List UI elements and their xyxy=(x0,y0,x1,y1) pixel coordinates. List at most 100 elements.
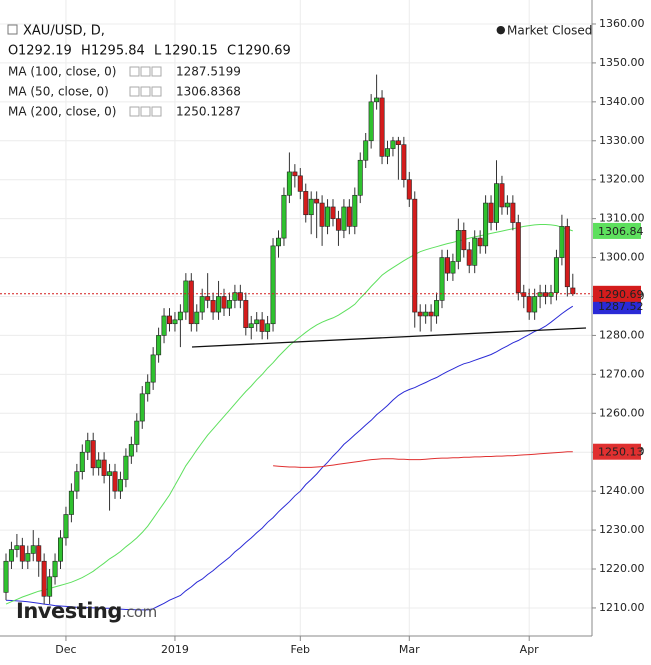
candle-body xyxy=(548,292,554,297)
candle-body xyxy=(357,159,363,196)
candle-body xyxy=(57,537,63,562)
y-tick-label: 1240.00 xyxy=(599,484,645,497)
candle-body xyxy=(417,311,423,317)
candle-body xyxy=(439,257,445,301)
candle-body xyxy=(335,218,341,231)
legend-icon[interactable] xyxy=(140,106,151,117)
price-badge xyxy=(593,443,641,460)
trend-line xyxy=(191,327,587,348)
candle-body xyxy=(150,354,156,383)
candle-body xyxy=(472,237,478,266)
collapse-box xyxy=(7,24,18,35)
candle-body xyxy=(466,249,472,266)
candle-body xyxy=(488,202,494,223)
chart-title: XAU/USD, D, xyxy=(23,24,105,39)
candle-body xyxy=(564,226,570,288)
y-axis: 1210.001220.001230.001240.001250.001260.… xyxy=(592,17,645,614)
candle-body xyxy=(515,222,521,293)
candle-body xyxy=(47,576,53,597)
candle-body xyxy=(477,237,483,247)
candle-body xyxy=(216,296,222,313)
candle-body xyxy=(341,206,347,231)
candle-body xyxy=(14,545,20,550)
price-badge xyxy=(593,285,641,302)
candle-body xyxy=(183,280,189,313)
status-dot: ● xyxy=(496,23,506,36)
candle-body xyxy=(221,296,227,309)
logo-name: Investing xyxy=(16,599,122,623)
candle-body xyxy=(52,560,58,578)
candle-body xyxy=(363,140,369,161)
legend-value: 1287.5199 xyxy=(176,65,241,79)
legend-value: 1250.1287 xyxy=(176,105,241,119)
candle-body xyxy=(314,198,320,204)
price-badge xyxy=(593,298,641,315)
candle-body xyxy=(30,545,36,554)
candle-body xyxy=(434,300,440,317)
candle-body xyxy=(134,420,140,445)
candle-body xyxy=(493,183,499,223)
legend-icon[interactable] xyxy=(151,86,162,97)
y-tick-label: 1210.00 xyxy=(599,601,645,614)
candle-body xyxy=(226,300,232,309)
candle-body xyxy=(123,455,129,480)
x-tick-label: 2019 xyxy=(161,643,189,656)
y-tick-label: 1260.00 xyxy=(599,406,645,419)
candle-body xyxy=(504,202,510,208)
x-tick-label: Mar xyxy=(399,643,420,656)
y-tick-label: 1310.00 xyxy=(599,212,645,225)
candle-body xyxy=(428,311,434,317)
candle-body xyxy=(303,191,309,216)
legend-icon[interactable] xyxy=(140,66,151,77)
candle-body xyxy=(8,549,14,562)
legend-icon[interactable] xyxy=(129,86,140,97)
candle-body xyxy=(19,545,25,562)
candle-body xyxy=(483,202,489,247)
ohlc-label: O xyxy=(8,44,18,59)
status: Market Closed xyxy=(507,24,592,38)
candle-body xyxy=(265,323,271,332)
candle-body xyxy=(237,292,243,301)
legend-icon[interactable] xyxy=(140,86,151,97)
candle-body xyxy=(384,148,390,157)
candle-body xyxy=(450,261,456,274)
legend-icon[interactable] xyxy=(129,106,140,117)
candle-body xyxy=(161,315,167,336)
candle-body xyxy=(156,335,162,356)
plot xyxy=(0,74,592,611)
price-badge-label: 1306.84 xyxy=(598,225,644,238)
candle-body xyxy=(25,553,31,562)
candle-body xyxy=(117,479,123,492)
y-tick-label: 1350.00 xyxy=(599,56,645,69)
ohlc-value: 1290.15 xyxy=(164,44,218,59)
y-tick-label: 1280.00 xyxy=(599,328,645,341)
price-badge xyxy=(593,222,641,239)
candle-body xyxy=(90,440,96,469)
ohlc-value: 1295.84 xyxy=(91,44,145,59)
legend-icon[interactable] xyxy=(151,106,162,117)
legend-icon[interactable] xyxy=(129,66,140,77)
candle-body xyxy=(553,257,559,293)
candle-body xyxy=(270,245,276,325)
y-tick-label: 1330.00 xyxy=(599,134,645,147)
candle-body xyxy=(205,296,211,301)
candle-body xyxy=(232,292,238,301)
candle-body xyxy=(167,315,173,325)
candle-body xyxy=(319,202,325,227)
ma-line xyxy=(5,224,573,605)
candle-body xyxy=(395,140,401,145)
price-badge-label: 1287.52 xyxy=(598,300,644,313)
candle-body xyxy=(128,444,134,457)
candle-body xyxy=(510,202,516,223)
ohlc-label: H xyxy=(81,44,91,59)
candle-body xyxy=(423,311,429,317)
legend-icon[interactable] xyxy=(151,66,162,77)
candle-body xyxy=(330,206,336,219)
candle-body xyxy=(41,560,47,597)
candle-body xyxy=(199,296,205,313)
candle-body xyxy=(521,292,527,297)
legend-name: MA (50, close, 0) xyxy=(8,85,109,99)
candle-body xyxy=(412,198,418,313)
ohlc-value: 1290.69 xyxy=(237,44,291,59)
